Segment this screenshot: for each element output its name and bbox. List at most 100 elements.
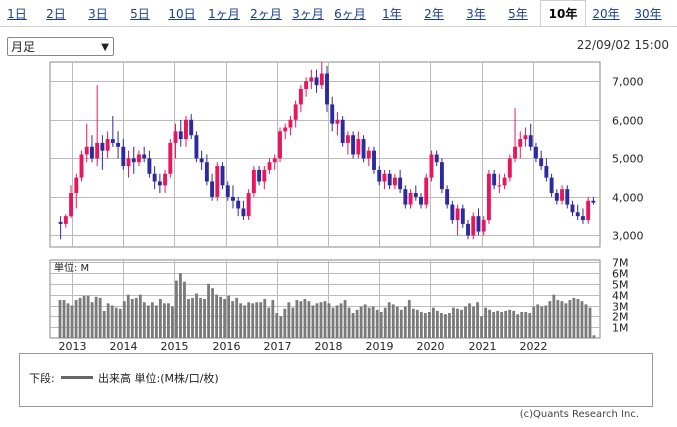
legend-volume-swatch [61, 376, 93, 379]
x-tick-label: 2019 [366, 340, 394, 353]
volume-bar [110, 305, 114, 338]
candle-body [434, 154, 439, 163]
tab-8[interactable]: 6ヶ月 [334, 7, 366, 21]
candle-body [580, 216, 585, 221]
candle-body [142, 154, 147, 159]
candle-body [105, 139, 110, 151]
tab-12[interactable]: 5年 [508, 7, 528, 21]
candle-body [340, 119, 345, 143]
candle-body [528, 135, 533, 147]
tab-3[interactable]: 5日 [130, 7, 150, 21]
volume-bar [496, 310, 500, 338]
candle-body [419, 196, 423, 205]
candle-body [481, 220, 486, 232]
volume-bar [251, 303, 255, 338]
candle-body [199, 158, 204, 163]
volume-bar [114, 307, 118, 338]
tab-14[interactable]: 20年 [592, 7, 620, 21]
candle-body [345, 135, 350, 143]
candle-body [539, 158, 544, 167]
volume-bar [195, 293, 198, 338]
candle-body [335, 119, 340, 124]
period-select-value: 月足 [11, 40, 36, 54]
candle-body [591, 200, 596, 203]
volume-bar [452, 307, 455, 338]
volume-bar [484, 307, 487, 338]
volume-bar [440, 313, 443, 338]
period-select[interactable]: 月足 ▼ [7, 37, 114, 56]
candle-body [513, 146, 517, 159]
y-tick-label: 5,000 [612, 153, 644, 166]
volume-tick-label: 6M [612, 268, 629, 281]
candle-body [560, 189, 565, 201]
volume-bar [171, 306, 174, 338]
tab-11[interactable]: 3年 [466, 7, 486, 21]
volume-bar [355, 309, 359, 338]
candle-body [471, 216, 476, 236]
volume-bar [307, 301, 311, 338]
volume-bar [375, 309, 379, 338]
candle-body [236, 200, 241, 209]
candle-body [586, 200, 591, 221]
tab-9[interactable]: 1年 [382, 7, 402, 21]
candle-body [283, 127, 288, 132]
volume-tick-label: 7M [612, 257, 629, 270]
tab-2[interactable]: 3日 [88, 7, 108, 21]
candle-body [476, 216, 481, 232]
volume-bar [560, 301, 564, 338]
candle-body [382, 173, 387, 182]
volume-bar [142, 302, 146, 338]
candle-body [544, 166, 549, 178]
volume-bar [146, 305, 150, 338]
candle-body [413, 193, 418, 197]
candle-body [131, 158, 136, 163]
volume-bar [480, 316, 483, 338]
x-tick-label: 2015 [161, 340, 189, 353]
volume-bar [552, 294, 556, 338]
x-tick-label: 2013 [59, 340, 87, 353]
price-plot-frame [49, 61, 601, 248]
volume-bar [331, 307, 335, 338]
candle-body [95, 142, 100, 159]
candle-body [533, 146, 538, 159]
y-tick-label: 4,000 [612, 192, 644, 205]
volume-bar [516, 314, 520, 338]
volume-bar [275, 313, 279, 338]
y-tick-label: 7,000 [612, 76, 644, 89]
candle-body [246, 193, 251, 217]
volume-bar [215, 294, 218, 338]
tab-4[interactable]: 10日 [168, 7, 196, 21]
candle-body [58, 221, 63, 224]
tab-13[interactable]: 10年 [540, 0, 586, 27]
tab-10[interactable]: 2年 [424, 7, 444, 21]
x-tick-label: 2014 [110, 340, 138, 353]
volume-bar [488, 309, 492, 338]
candle-body [330, 104, 335, 124]
candle-body [189, 119, 194, 136]
tab-6[interactable]: 2ヶ月 [250, 7, 282, 21]
candle-body [137, 154, 141, 163]
volume-bar [411, 308, 415, 338]
candle-body [63, 216, 68, 224]
tab-15[interactable]: 30年 [634, 7, 662, 21]
candle-body [319, 73, 324, 86]
tab-5[interactable]: 1ヶ月 [208, 7, 240, 21]
x-tick-label: 2018 [315, 340, 343, 353]
candle-body [100, 142, 105, 151]
volume-bar [175, 280, 178, 338]
candle-body [304, 81, 309, 89]
period-tabs: 1日 2日 3日 5日 10日 1ヶ月 2ヶ月 3ヶ月 6ヶ月 1年 2年 3年 5年 10年 20年 30年 [0, 0, 677, 28]
candle-body [220, 166, 225, 186]
volume-bar [207, 283, 210, 338]
tab-1[interactable]: 2日 [46, 7, 66, 21]
candle-body [502, 177, 507, 186]
volume-bar [267, 307, 271, 338]
volume-bar [179, 273, 182, 338]
tab-0[interactable]: 1日 [7, 7, 27, 21]
tab-7[interactable]: 3ヶ月 [292, 7, 324, 21]
volume-bar [464, 306, 467, 338]
volume-bar [126, 294, 130, 338]
candle-body [403, 189, 408, 205]
volume-bar [74, 300, 78, 338]
